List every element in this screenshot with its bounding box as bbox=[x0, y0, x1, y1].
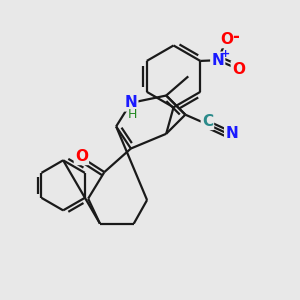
Text: O: O bbox=[75, 149, 88, 164]
Text: O: O bbox=[232, 61, 245, 76]
Text: N: N bbox=[211, 53, 224, 68]
Text: O: O bbox=[220, 32, 233, 47]
Text: N: N bbox=[124, 95, 137, 110]
Text: H: H bbox=[128, 108, 137, 121]
Text: +: + bbox=[221, 49, 230, 59]
Text: C: C bbox=[202, 114, 213, 129]
Text: N: N bbox=[225, 126, 238, 141]
Text: -: - bbox=[232, 28, 239, 46]
